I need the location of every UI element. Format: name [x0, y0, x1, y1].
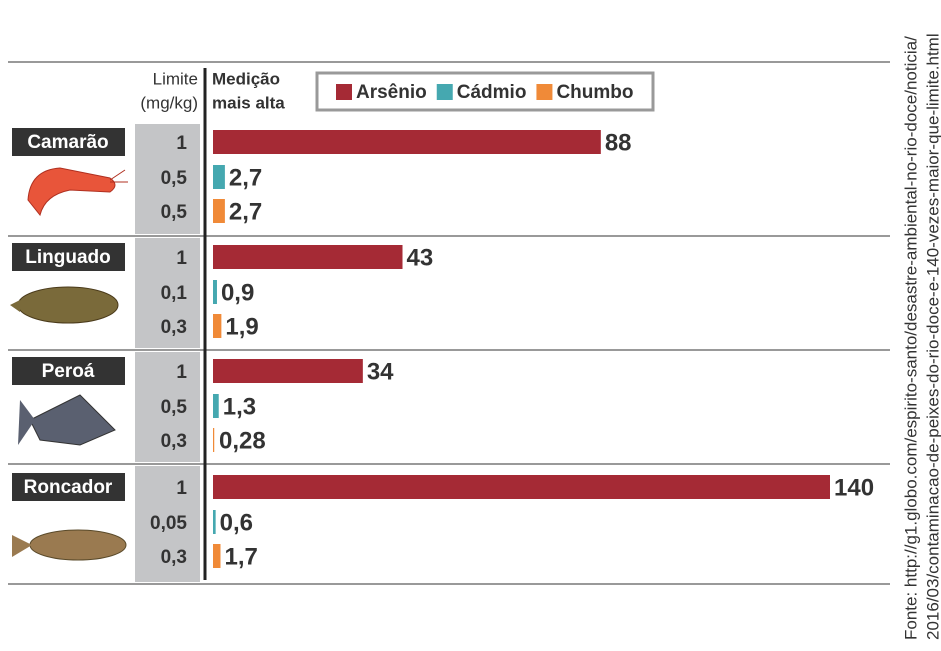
- category-box: [12, 243, 125, 271]
- legend-swatch: [536, 84, 553, 100]
- limit-column: [135, 124, 200, 582]
- value-label: 2,7: [229, 164, 262, 191]
- limit-label: 0,1: [161, 283, 188, 304]
- bar: [213, 428, 215, 452]
- category-box: [12, 357, 125, 385]
- bar: [213, 394, 219, 418]
- bar: [213, 165, 225, 189]
- value-label: 1,3: [223, 393, 256, 420]
- value-label: 1,7: [224, 543, 257, 570]
- limit-label: 0,3: [161, 317, 187, 338]
- legend-label: Chumbo: [556, 82, 633, 103]
- source-text: 2016/03/contaminacao-de-peixes-do-rio-do…: [923, 33, 941, 640]
- layout: [8, 61, 890, 585]
- bar: [213, 245, 403, 269]
- category-label: Roncador: [24, 477, 113, 498]
- bar: [213, 510, 216, 534]
- legend: [315, 71, 655, 112]
- fish-icons: [10, 167, 128, 561]
- value-label: 140: [834, 474, 874, 501]
- bar: [213, 130, 601, 154]
- bar: [213, 280, 217, 304]
- bar: [213, 359, 363, 383]
- limit-label: 1: [176, 478, 187, 499]
- legend-swatch: [436, 84, 453, 100]
- limit-label: 0,5: [161, 202, 188, 223]
- limit-label: 0,5: [161, 168, 188, 189]
- category-label: Camarão: [27, 132, 108, 153]
- category-box: [12, 473, 125, 501]
- value-label: 43: [407, 244, 434, 271]
- bar: [213, 475, 830, 499]
- value-label: 1,9: [225, 313, 258, 340]
- limit-label: 1: [176, 362, 187, 383]
- bar: [213, 314, 222, 338]
- limit-label: 0,05: [150, 513, 187, 534]
- bar: [213, 199, 225, 223]
- category-label: Linguado: [25, 247, 110, 268]
- value-label: 34: [367, 358, 394, 385]
- value-label: 88: [605, 129, 632, 156]
- value-label: 0,28: [219, 427, 266, 454]
- value-header: mais alta: [212, 93, 285, 112]
- limit-label: 1: [176, 248, 187, 269]
- value-header: Medição: [212, 69, 280, 88]
- value-label: 2,7: [229, 198, 262, 225]
- source-text: Fonte: http://g1.globo.com/espirito-sant…: [901, 36, 920, 640]
- category-box: [12, 128, 125, 156]
- value-label: 0,9: [221, 279, 254, 306]
- limit-label: 0,3: [161, 547, 187, 568]
- limit-header: Limite: [153, 69, 198, 88]
- limit-header: (mg/kg): [140, 93, 198, 112]
- legend-label: Arsênio: [356, 82, 427, 103]
- limit-label: 0,3: [161, 431, 187, 452]
- legend-swatch: [336, 84, 352, 100]
- value-label: 0,6: [220, 509, 253, 536]
- source: Fonte: http://g1.globo.com/espirito-sant…: [901, 33, 941, 640]
- bar: [213, 544, 221, 568]
- legend-label: Cádmio: [457, 82, 527, 103]
- limit-label: 0,5: [161, 397, 188, 418]
- limit-label: 1: [176, 133, 187, 154]
- category-label: Peroá: [42, 361, 95, 382]
